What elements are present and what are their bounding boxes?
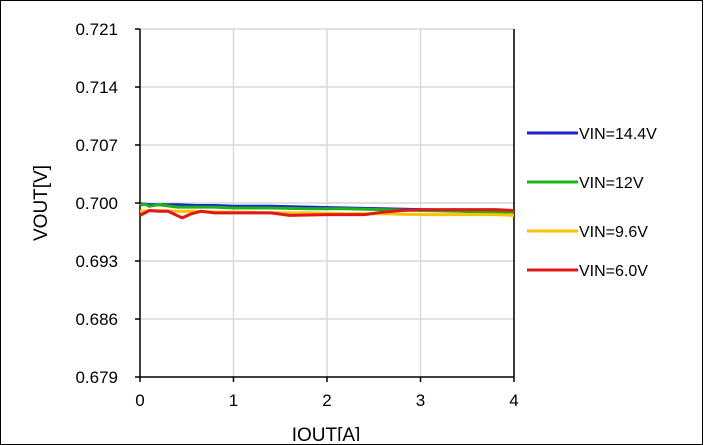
axes [135,28,515,382]
data-series [139,202,515,220]
y-tick-label: 0.707 [75,136,118,155]
legend-label-vin-6-0v: VIN=6.0V [579,263,648,280]
y-tick-label: 0.721 [75,20,118,39]
x-tick-label: 2 [322,391,331,410]
series-line-vin-6-0v [139,208,515,220]
x-tick-label: 4 [509,391,518,410]
y-tick-label: 0.693 [75,252,118,271]
y-tick-label: 0.714 [75,78,118,97]
y-tick-label: 0.679 [75,368,118,387]
y-tick-label: 0.686 [75,310,118,329]
x-tick-label: 1 [229,391,238,410]
y-tick-label: 0.700 [75,194,118,213]
legend-label-vin-9-6v: VIN=9.6V [579,224,648,241]
x-tick-label: 0 [135,391,144,410]
legend-label-vin-14-4v: VIN=14.4V [579,126,657,143]
legend: VIN=14.4V VIN=12V VIN=9.6V VIN=6.0V [527,126,657,280]
legend-label-vin-12v: VIN=12V [579,175,644,192]
series-line-vin-9-6v [139,209,515,217]
grid-lines [140,28,515,377]
x-tick-label: 3 [416,391,425,410]
y-axis-title: VOUT[V] [31,165,52,241]
tick-labels: 0 1 2 3 4 0.679 0.686 0.693 0.700 0.707 0.714 0.721 [75,20,518,410]
x-axis-title: IOUT[A] [292,425,361,441]
